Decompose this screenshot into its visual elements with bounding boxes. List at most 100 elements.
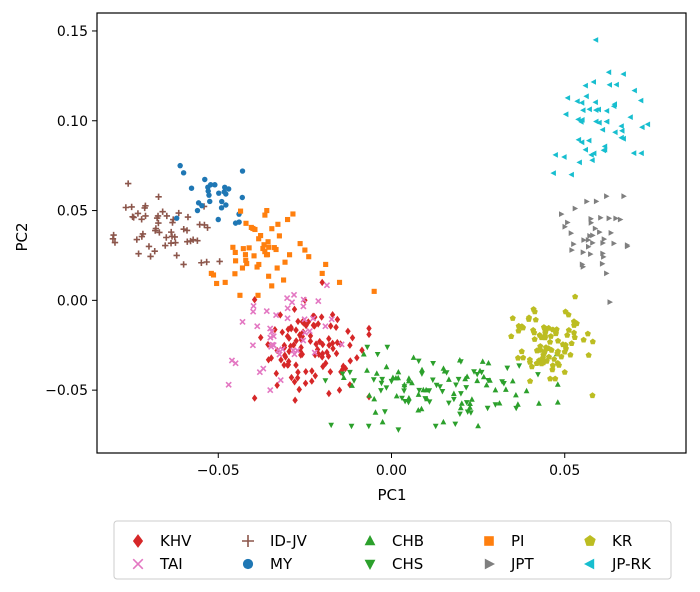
series-chs [322, 344, 541, 433]
data-point-pi [256, 261, 262, 268]
data-point-chs [485, 378, 491, 384]
data-point-pi [214, 280, 220, 287]
data-point-tai [249, 342, 257, 349]
data-point-pi [251, 253, 257, 259]
data-point-my [218, 205, 225, 211]
data-point-chb [390, 374, 396, 380]
data-point-my [194, 207, 201, 214]
legend-item-my: MY [242, 555, 293, 573]
data-point-khv [251, 296, 258, 304]
data-point-khv [272, 326, 278, 334]
data-point-id-jv [110, 231, 117, 239]
data-point-chs [492, 402, 499, 408]
data-point-khv [345, 327, 351, 335]
data-point-pi [262, 212, 268, 218]
data-point-khv [366, 324, 372, 333]
data-point-khv [302, 379, 309, 387]
data-point-tai [290, 291, 298, 299]
data-point-jp-rk [593, 118, 599, 125]
data-point-tai [328, 316, 335, 323]
data-point-chb [513, 392, 519, 398]
data-point-khv [307, 337, 314, 345]
data-point-pi [222, 279, 228, 285]
data-point-khv [334, 315, 341, 324]
data-point-jp-rk [575, 116, 581, 123]
data-point-tai [267, 325, 274, 332]
data-point-tai [268, 343, 275, 350]
data-point-chb [474, 377, 481, 384]
data-point-tai [322, 323, 329, 330]
data-point-kr [564, 332, 571, 338]
data-point-jp-rk [561, 154, 567, 160]
data-point-pi [319, 270, 325, 276]
data-point-tai [267, 387, 274, 394]
data-point-jpt [604, 193, 610, 200]
data-point-khv [318, 313, 325, 321]
data-point-pi [269, 283, 275, 289]
data-point-chs [416, 387, 423, 394]
data-point-tai [300, 337, 307, 344]
data-point-khv [326, 389, 332, 398]
data-point-kr [589, 392, 596, 399]
data-point-chs [401, 388, 407, 394]
legend-item-tai: TAI [132, 555, 183, 573]
data-point-jpt [588, 219, 595, 226]
data-point-khv [282, 351, 288, 359]
y-tick-label: 0.05 [57, 204, 88, 220]
data-point-khv [279, 328, 285, 336]
data-point-kr [553, 326, 560, 333]
data-point-kr [545, 353, 552, 360]
data-point-khv [330, 344, 336, 353]
series-kr [508, 293, 596, 399]
data-point-id-jv [142, 212, 149, 220]
data-point-chb [409, 379, 415, 386]
data-point-khv [329, 339, 336, 347]
legend-marker-my [242, 558, 254, 570]
data-point-tai [315, 297, 322, 305]
data-point-chb [554, 399, 561, 405]
data-point-jp-rk [619, 127, 625, 134]
data-point-jp-rk [603, 108, 610, 114]
data-point-pi [237, 292, 243, 298]
data-point-khv [293, 361, 299, 369]
data-point-kr [527, 378, 534, 384]
data-point-jp-rk [595, 106, 601, 113]
data-point-khv [286, 334, 292, 342]
data-point-pi [276, 233, 282, 239]
data-point-chb [509, 378, 516, 384]
data-point-chs [516, 363, 523, 369]
data-point-id-jv [189, 236, 197, 243]
data-point-tai [250, 308, 257, 315]
data-point-id-jv [138, 233, 146, 240]
data-point-jpt [621, 193, 627, 200]
data-point-my [177, 162, 183, 169]
data-point-kr [572, 293, 579, 300]
data-point-khv [327, 368, 334, 376]
y-tick-label: 0.00 [57, 293, 88, 309]
data-point-kr [547, 375, 554, 382]
data-point-my [223, 191, 229, 197]
data-point-pi [252, 226, 258, 233]
data-point-id-jv [194, 237, 201, 244]
data-point-jpt [593, 198, 600, 205]
data-point-tai [225, 381, 232, 388]
legend-item-jpt: JPT [484, 555, 534, 573]
data-point-chb [467, 404, 473, 410]
legend-label: KHV [160, 532, 192, 550]
data-point-jp-rk [590, 150, 597, 157]
data-point-khv [294, 374, 301, 382]
data-point-chb [480, 373, 487, 380]
data-point-pi [246, 245, 252, 251]
data-point-khv [291, 341, 297, 349]
data-point-khv [258, 333, 264, 342]
data-point-khv [319, 353, 325, 361]
data-point-khv [366, 330, 372, 339]
data-point-chs [443, 370, 450, 376]
data-point-pi [232, 271, 238, 277]
data-point-pi [248, 224, 254, 230]
data-point-chs [451, 396, 457, 403]
data-point-jpt [588, 216, 594, 222]
data-point-my [212, 182, 218, 188]
data-point-id-jv [163, 234, 170, 241]
data-point-jpt [587, 233, 593, 239]
